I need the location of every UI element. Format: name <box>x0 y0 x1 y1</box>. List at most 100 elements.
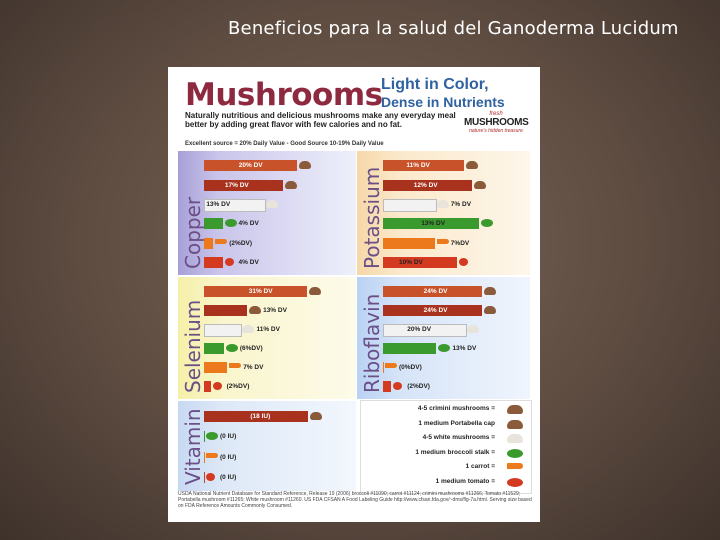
legend-white-icon <box>507 434 523 443</box>
source-note: Excellent source = 20% Daily Value - Goo… <box>185 141 384 147</box>
bar-riboflavin-white <box>383 324 468 337</box>
white-icon <box>467 325 480 333</box>
logo-line-1: fresh <box>489 111 503 117</box>
chart-panel-potassium: Potassium 11% DV 12% DV 7% DV 13% DV 7%DV 10% … <box>357 151 530 275</box>
bar-label-vitamin-d-portabella: (18 IU) <box>250 412 271 420</box>
bar-label-potassium-crimini: 11% DV <box>406 162 430 170</box>
footnote: USDA National Nutrient Database for Stan… <box>178 491 532 509</box>
bar-label-selenium-carrot: 7% DV <box>243 364 264 371</box>
bar-potassium-broccoli <box>383 218 480 230</box>
crimini-icon <box>466 161 479 170</box>
legend-carrot-icon <box>507 463 523 469</box>
legend-crimini-icon <box>507 405 523 414</box>
bar-selenium-tomato <box>204 381 211 392</box>
panel-label-potassium: Potassium <box>360 166 384 269</box>
chart-panel-riboflavin: Riboflavin 24% DV 24% DV 20% DV 13% DV (0%DV)… <box>357 277 530 399</box>
bar-vitamin-d-carrot <box>204 451 205 463</box>
bar-selenium-carrot <box>204 362 228 373</box>
tomato-icon <box>206 473 215 482</box>
bar-copper-crimini <box>204 160 297 172</box>
broccoli-icon <box>438 344 451 352</box>
bar-potassium-tomato <box>383 256 457 268</box>
bar-label-potassium-carrot: 7%DV <box>450 239 470 247</box>
bar-riboflavin-portabella <box>383 305 482 316</box>
broccoli-icon <box>481 219 494 228</box>
carrot-icon <box>215 238 228 244</box>
bar-potassium-crimini <box>383 160 465 172</box>
chart-panel-vitamin-d: Vitamin D (18 IU) (0 IU) (0 IU) (0 IU) <box>178 401 356 491</box>
broccoli-icon <box>224 219 237 228</box>
panel-label-selenium: Selenium <box>181 299 205 393</box>
bar-copper-carrot <box>204 237 214 249</box>
bar-label-copper-carrot: (2%DV) <box>229 239 253 247</box>
poster-tagline-2: Dense in Nutrients <box>381 94 505 110</box>
white-icon <box>436 199 449 208</box>
fresh-mushrooms-logo: fresh MUSHROOMS nature's hidden treasure <box>464 111 529 145</box>
bar-potassium-carrot <box>383 237 435 249</box>
legend-broccoli-icon <box>507 448 523 458</box>
chart-panel-selenium: Selenium 31% DV 13% DV 11% DV (6%DV) 7% DV (2%… <box>178 277 356 399</box>
bar-selenium-portabella <box>204 305 248 316</box>
infographic-poster: Mushrooms Light in Color, Dense in Nutri… <box>168 67 540 522</box>
bar-label-selenium-portabella: 13% DV <box>263 307 287 314</box>
carrot-icon <box>229 363 242 368</box>
portabella-icon <box>473 180 486 189</box>
legend-tomato-icon <box>507 477 523 487</box>
poster-title: Mushrooms <box>185 77 383 113</box>
bar-label-selenium-tomato: (2%DV) <box>226 383 250 390</box>
tomato-icon <box>212 382 222 390</box>
broccoli-icon <box>225 344 238 352</box>
bar-copper-tomato <box>204 256 223 268</box>
bar-selenium-crimini <box>204 286 307 297</box>
crimini-icon <box>298 161 311 170</box>
crimini-icon <box>483 287 496 295</box>
tomato-icon <box>459 257 468 266</box>
poster-intro: Naturally nutritious and delicious mushr… <box>185 111 456 129</box>
bar-riboflavin-crimini <box>383 286 482 297</box>
bar-label-copper-tomato: 4% DV <box>238 258 259 266</box>
legend-item-white: 4-5 white mushrooms = <box>422 434 495 441</box>
bar-label-copper-portabella: 17% DV <box>224 181 249 189</box>
bar-copper-portabella <box>204 179 283 191</box>
portabella-icon <box>284 180 297 189</box>
bar-label-riboflavin-carrot: (0%DV) <box>399 364 422 371</box>
panel-label-copper: Copper <box>181 196 205 269</box>
carrot-icon <box>206 452 218 458</box>
bar-label-riboflavin-portabella: 24% DV <box>423 307 448 314</box>
bar-label-riboflavin-tomato: (2%DV) <box>407 383 430 390</box>
bar-riboflavin-broccoli <box>383 343 437 354</box>
bar-potassium-white <box>383 198 437 212</box>
crimini-icon <box>308 287 321 295</box>
carrot-icon <box>385 363 397 368</box>
bar-label-riboflavin-crimini: 24% DV <box>423 288 448 295</box>
white-icon <box>242 325 255 333</box>
bar-label-potassium-tomato: 10% DV <box>399 258 423 266</box>
chart-panel-copper: Copper 20% DV 17% DV 13% DV 4% DV (2%DV) 4% DV <box>178 151 356 275</box>
bar-label-riboflavin-white: 20% DV <box>407 326 432 333</box>
bar-label-potassium-portabella: 12% DV <box>413 181 438 189</box>
legend-item-broccoli: 1 medium broccoli stalk = <box>415 448 495 456</box>
bar-vitamin-d-broccoli <box>204 431 205 443</box>
tomato-icon <box>224 257 234 266</box>
portabella-icon <box>483 306 496 314</box>
tomato-icon <box>393 382 403 390</box>
serving-legend: 4-5 crimini mushrooms = 1 medium Portabel… <box>360 400 532 494</box>
bar-riboflavin-carrot <box>383 362 384 373</box>
legend-item-tomato: 1 medium tomato = <box>435 477 495 485</box>
carrot-icon <box>436 238 449 244</box>
slide-title: Beneficios para la salud del Ganoderma L… <box>228 18 679 39</box>
portabella-icon <box>249 306 262 314</box>
panel-label-riboflavin: Riboflavin <box>360 293 384 393</box>
legend-item-carrot: 1 carrot = <box>465 463 495 470</box>
legend-item-crimini: 4-5 crimini mushrooms = <box>417 405 495 412</box>
legend-portabella-icon <box>507 419 523 429</box>
poster-tagline-1: Light in Color, <box>381 76 489 93</box>
bar-potassium-portabella <box>383 179 472 191</box>
bar-riboflavin-tomato <box>383 381 392 392</box>
legend-item-portabella: 1 medium Portabella cap <box>418 419 495 427</box>
logo-line-2: MUSHROOMS <box>464 117 529 128</box>
bar-selenium-broccoli <box>204 343 224 354</box>
bar-label-selenium-broccoli: (6%DV) <box>239 345 263 352</box>
bar-label-vitamin-d-tomato: (0 IU) <box>220 474 237 482</box>
bar-label-riboflavin-broccoli: 13% DV <box>452 345 477 352</box>
